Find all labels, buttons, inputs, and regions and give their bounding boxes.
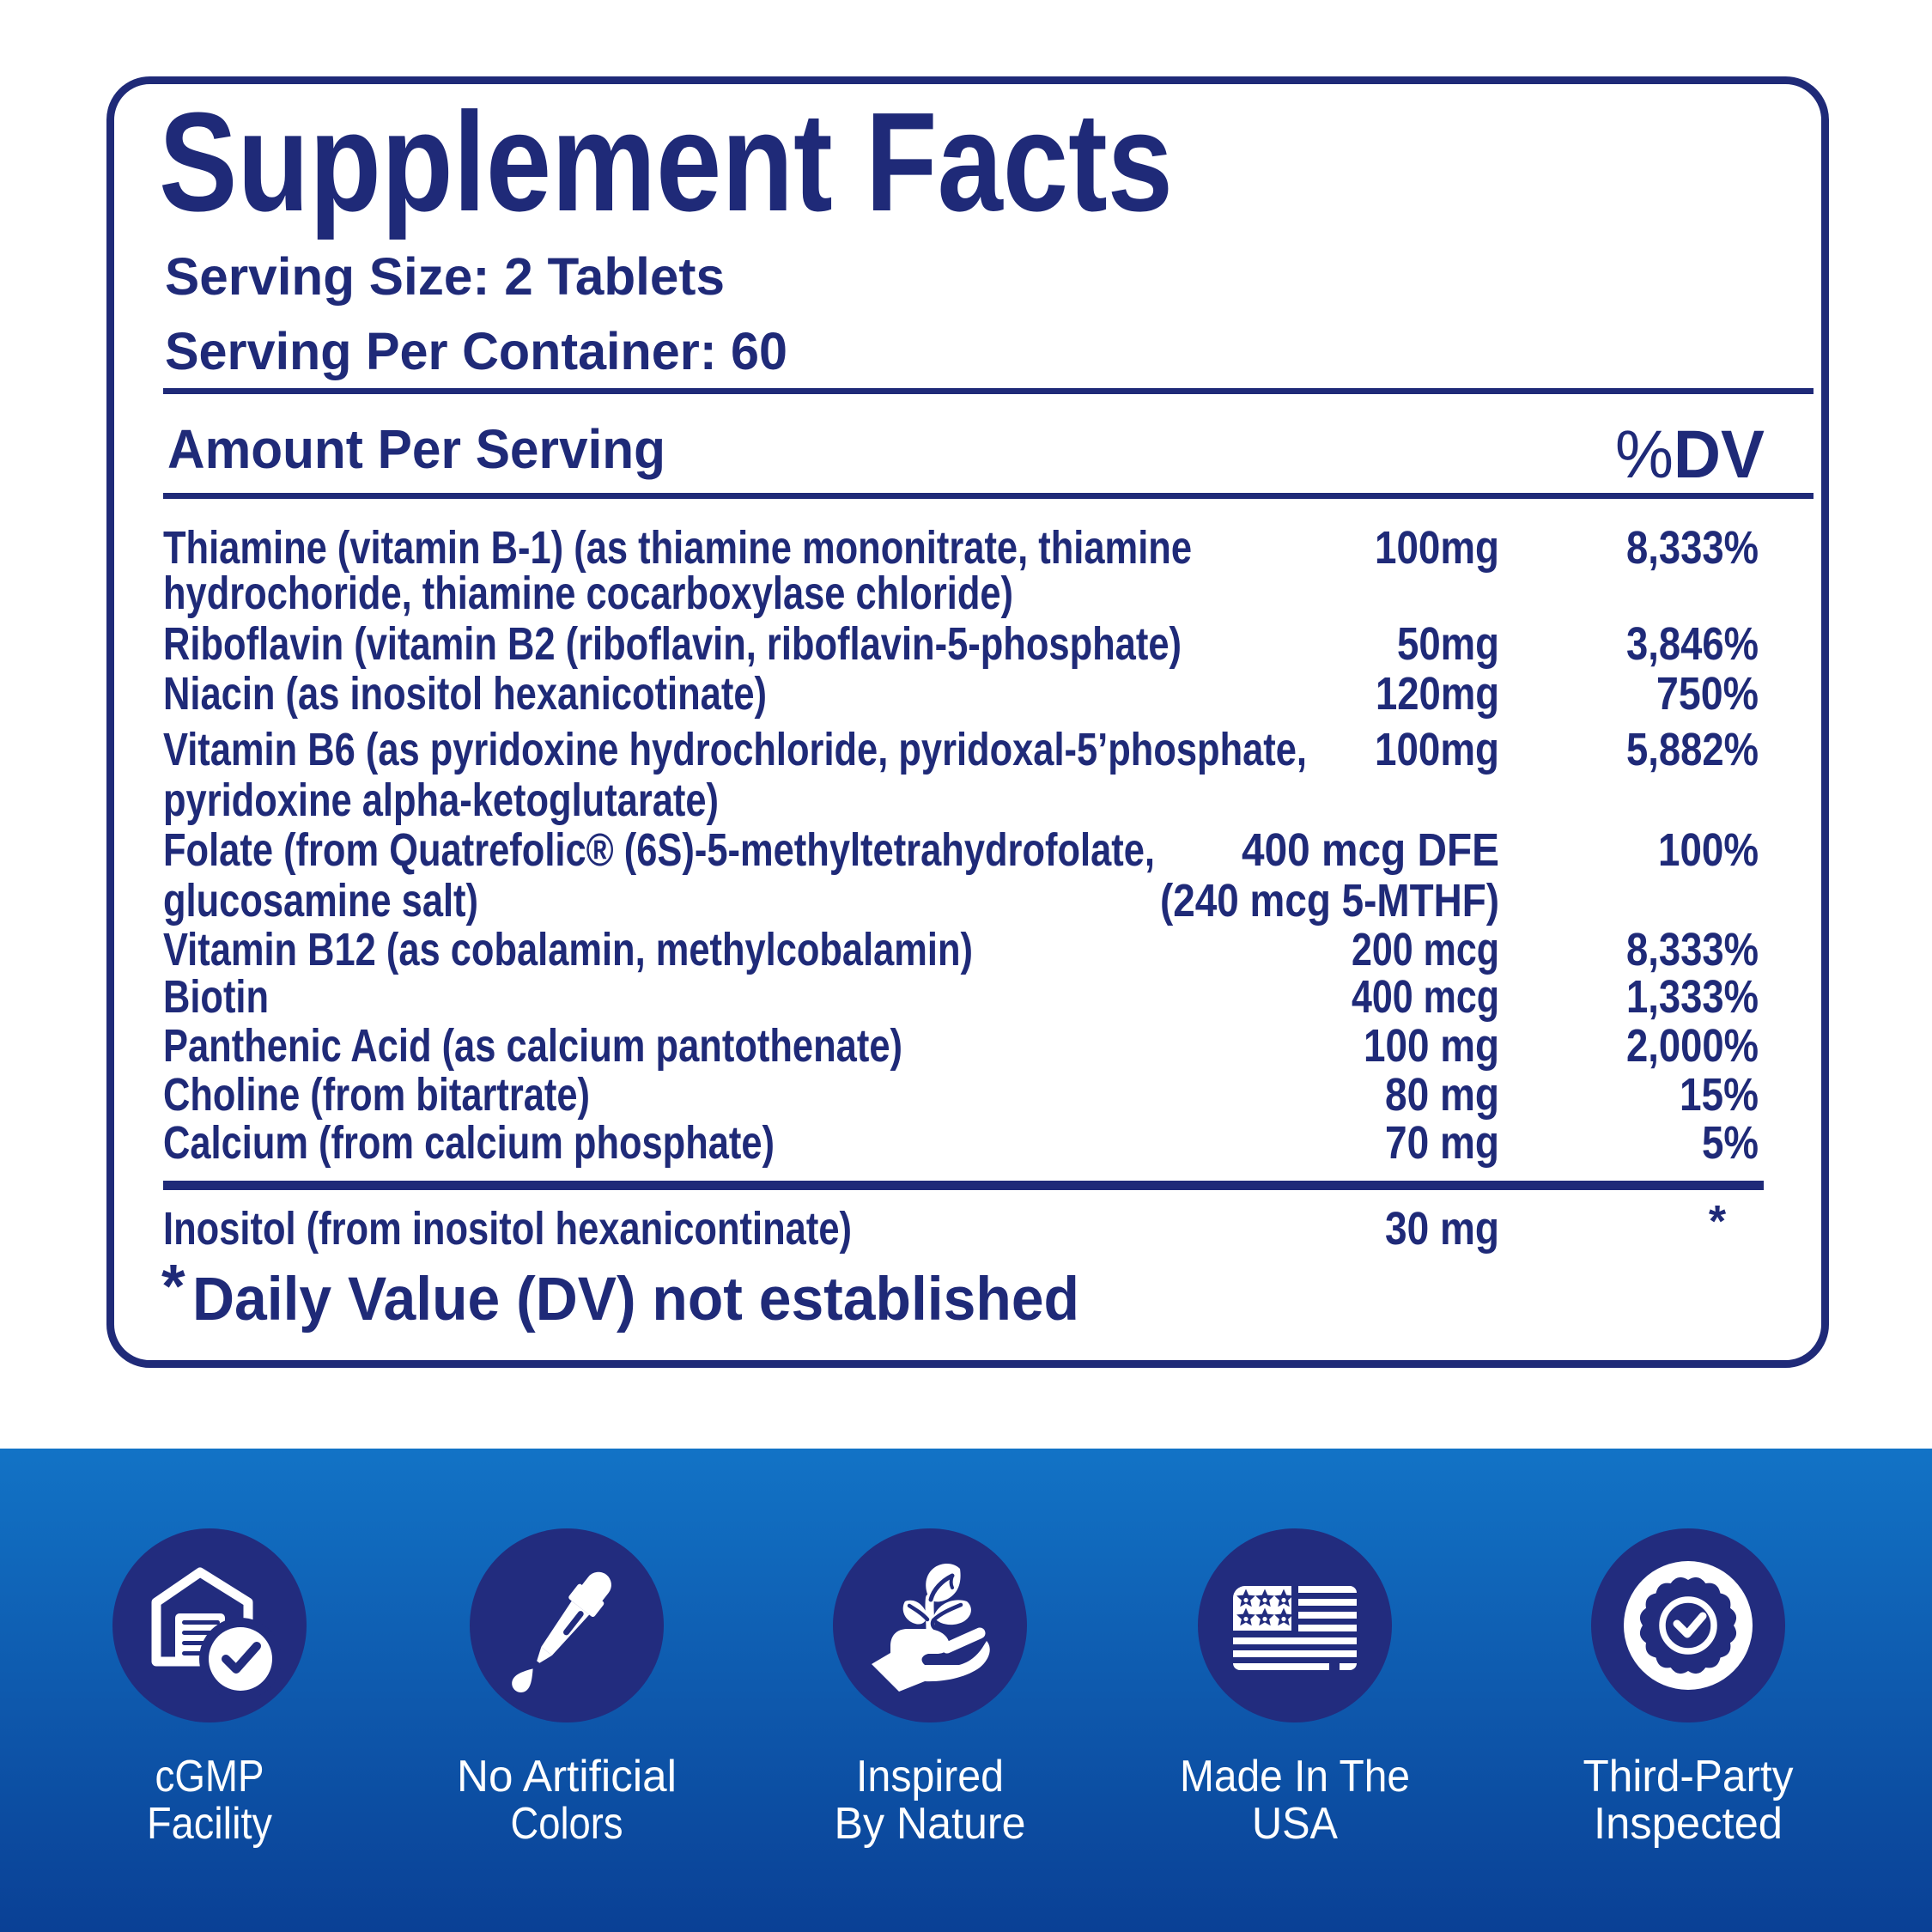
svg-text:Inspired: Inspired	[856, 1752, 1004, 1801]
svg-text:No Artificial: No Artificial	[457, 1752, 677, 1801]
svg-text:Serving Size: 2 Tablets: Serving Size: 2 Tablets	[165, 247, 725, 306]
svg-text:400 mcg DFE: 400 mcg DFE	[1242, 824, 1499, 876]
svg-text:Amount Per Serving: Amount Per Serving	[167, 418, 665, 480]
svg-text:2,000%: 2,000%	[1626, 1020, 1759, 1072]
svg-text:Third-Party: Third-Party	[1583, 1752, 1794, 1801]
svg-text:Made In The: Made In The	[1180, 1752, 1410, 1801]
svg-text:100mg: 100mg	[1375, 724, 1499, 775]
svg-text:400 mcg: 400 mcg	[1352, 971, 1499, 1023]
svg-text:120mg: 120mg	[1376, 668, 1499, 720]
svg-text:100%: 100%	[1658, 824, 1759, 876]
svg-text:30 mg: 30 mg	[1385, 1203, 1499, 1255]
svg-text:15%: 15%	[1680, 1069, 1759, 1121]
svg-text:1,333%: 1,333%	[1626, 971, 1759, 1023]
svg-text:Choline (from bitartrate): Choline (from bitartrate)	[163, 1069, 590, 1121]
svg-text:Riboflavin (vitamin B2 (ribofl: Riboflavin (vitamin B2 (riboflavin, ribo…	[163, 618, 1182, 670]
svg-text:Supplement Facts: Supplement Facts	[159, 83, 1173, 240]
svg-text:100 mg: 100 mg	[1364, 1020, 1499, 1072]
svg-text:USA: USA	[1252, 1799, 1338, 1849]
svg-text:Calcium (from calcium phosphat: Calcium (from calcium phosphate)	[163, 1117, 775, 1169]
svg-text:Thiamine (vitamin B-1) (as thi: Thiamine (vitamin B-1) (as thiamine mono…	[163, 522, 1192, 574]
svg-text:By Nature: By Nature	[835, 1799, 1026, 1849]
svg-text:(240 mcg 5-MTHF): (240 mcg 5-MTHF)	[1160, 875, 1499, 927]
svg-text:Serving Per Container: 60: Serving Per Container: 60	[165, 322, 787, 380]
svg-text:Inspected: Inspected	[1594, 1799, 1783, 1849]
svg-text:Colors: Colors	[511, 1799, 623, 1849]
svg-text:Daily Value (DV) not establish: Daily Value (DV) not established	[192, 1266, 1079, 1334]
svg-text:50mg: 50mg	[1397, 618, 1499, 670]
svg-text:100mg: 100mg	[1375, 522, 1499, 574]
svg-text:*: *	[161, 1253, 185, 1321]
svg-text:cGMP: cGMP	[155, 1752, 264, 1801]
svg-text:70 mg: 70 mg	[1385, 1117, 1499, 1169]
svg-text:Vitamin B12 (as cobalamin, met: Vitamin B12 (as cobalamin, methylcobalam…	[163, 924, 973, 975]
svg-text:Folate (from Quatrefolic® (6S): Folate (from Quatrefolic® (6S)-5-methylt…	[163, 824, 1155, 876]
svg-text:Inositol (from inositol hexani: Inositol (from inositol hexanicontinate)	[163, 1203, 852, 1255]
svg-text:8,333%: 8,333%	[1626, 522, 1759, 574]
svg-text:5,882%: 5,882%	[1626, 724, 1759, 775]
svg-text:hydrochoride, thiamine cocarbo: hydrochoride, thiamine cocarboxylase chl…	[163, 568, 1013, 619]
svg-text:Panthenic Acid (as calcium pan: Panthenic Acid (as calcium pantothenate)	[163, 1020, 902, 1072]
svg-text:3,846%: 3,846%	[1626, 618, 1759, 670]
svg-text:750%: 750%	[1656, 668, 1759, 720]
svg-text:8,333%: 8,333%	[1626, 924, 1759, 975]
svg-text:5%: 5%	[1702, 1117, 1759, 1169]
svg-text:*: *	[1709, 1197, 1727, 1247]
svg-text:200 mcg: 200 mcg	[1352, 924, 1499, 975]
svg-text:Niacin (as inositol hexanicoti: Niacin (as inositol hexanicotinate)	[163, 668, 767, 720]
svg-text:%DV: %DV	[1615, 416, 1765, 492]
svg-text:80 mg: 80 mg	[1385, 1069, 1499, 1121]
svg-text:Biotin: Biotin	[163, 971, 269, 1023]
svg-text:glucosamine salt): glucosamine salt)	[163, 875, 478, 927]
svg-text:Vitamin B6 (as pyridoxine hydr: Vitamin B6 (as pyridoxine hydrochloride,…	[163, 724, 1307, 775]
svg-text:pyridoxine alpha-ketoglutarate: pyridoxine alpha-ketoglutarate)	[163, 775, 719, 826]
svg-text:Facility: Facility	[147, 1799, 272, 1849]
